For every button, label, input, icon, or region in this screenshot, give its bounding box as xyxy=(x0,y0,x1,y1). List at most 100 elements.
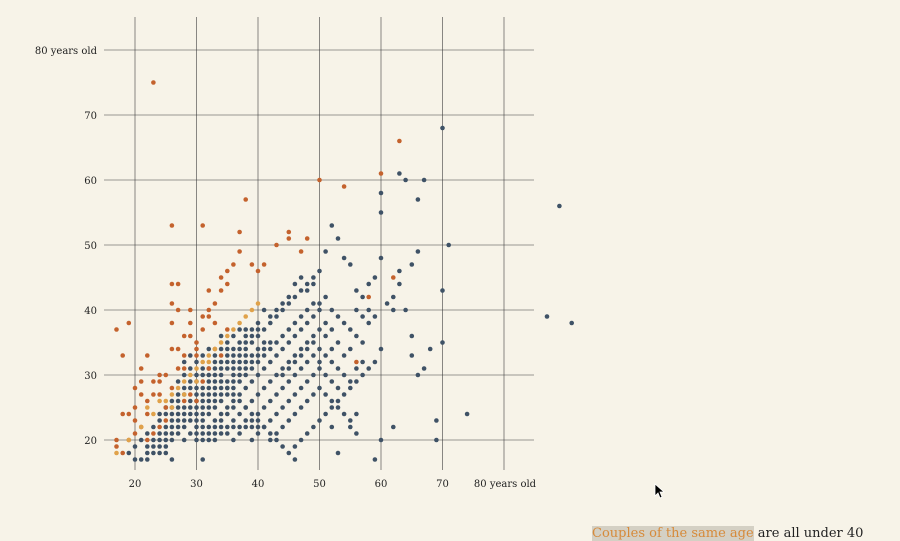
point-older-woman xyxy=(237,340,242,345)
point-older-woman xyxy=(280,333,285,339)
point-older-woman xyxy=(175,418,181,423)
point-older-woman xyxy=(311,424,316,430)
point-older-woman xyxy=(268,320,273,326)
point-older-woman xyxy=(360,340,365,345)
point-older-woman xyxy=(181,359,187,365)
point-older-man xyxy=(212,301,218,306)
point-older-woman xyxy=(298,353,304,358)
point-older-woman xyxy=(132,457,138,462)
caption-highlight[interactable]: Couples of the same age xyxy=(592,526,754,541)
point-older-woman xyxy=(360,314,365,319)
point-older-woman xyxy=(268,398,273,404)
point-older-woman xyxy=(157,418,162,423)
point-older-woman xyxy=(286,327,292,332)
point-older-woman xyxy=(268,346,273,352)
point-older-woman xyxy=(225,424,230,430)
point-older-woman xyxy=(274,314,279,319)
x-tick-label: 50 xyxy=(313,479,326,490)
point-older-woman xyxy=(427,346,433,352)
point-older-man xyxy=(151,431,156,436)
point-older-woman xyxy=(280,372,285,378)
point-older-woman xyxy=(378,210,384,215)
point-older-woman xyxy=(311,275,316,280)
y-tick-label: 50 xyxy=(84,241,97,252)
point-older-woman xyxy=(255,346,261,352)
point-older-woman xyxy=(286,398,292,404)
point-older-man xyxy=(126,320,132,326)
point-older-woman xyxy=(169,418,175,423)
point-older-man xyxy=(341,184,347,189)
y-tick-label: 70 xyxy=(84,111,97,122)
point-same-age xyxy=(218,340,224,345)
point-older-woman xyxy=(354,288,359,293)
point-older-woman xyxy=(354,411,359,417)
point-same-age xyxy=(145,405,150,410)
point-older-man xyxy=(181,398,187,404)
point-older-woman xyxy=(329,223,335,228)
point-older-woman xyxy=(354,333,359,339)
point-older-woman xyxy=(341,411,347,417)
point-older-woman xyxy=(243,418,248,423)
point-older-woman xyxy=(311,333,316,339)
point-older-man xyxy=(194,340,199,345)
point-older-woman xyxy=(268,379,273,384)
point-older-woman xyxy=(212,418,218,423)
point-same-age xyxy=(188,372,193,378)
point-older-woman xyxy=(188,418,193,423)
point-older-woman xyxy=(286,294,292,300)
point-older-woman xyxy=(354,379,359,384)
point-older-woman xyxy=(249,398,255,404)
point-older-woman xyxy=(138,437,144,443)
point-older-woman xyxy=(255,372,261,378)
point-older-woman xyxy=(218,385,224,391)
point-older-man xyxy=(274,242,279,248)
point-older-man xyxy=(157,424,162,430)
point-older-woman xyxy=(348,418,353,423)
point-older-woman xyxy=(354,366,359,371)
point-older-woman xyxy=(286,340,292,345)
point-older-woman xyxy=(200,353,205,358)
point-older-woman xyxy=(255,359,261,365)
point-older-woman xyxy=(261,385,267,391)
point-older-woman xyxy=(218,398,224,404)
point-older-man xyxy=(200,314,205,319)
point-older-woman xyxy=(329,346,335,352)
point-older-man xyxy=(181,366,187,371)
point-older-woman xyxy=(280,405,285,410)
point-older-woman xyxy=(218,333,224,339)
point-older-woman xyxy=(237,424,242,430)
point-older-woman xyxy=(181,405,187,410)
point-older-woman xyxy=(243,405,248,410)
point-same-age xyxy=(206,353,212,358)
point-older-woman xyxy=(212,353,218,358)
point-older-woman xyxy=(225,353,230,358)
point-older-woman xyxy=(237,346,242,352)
point-older-woman xyxy=(384,301,390,306)
point-older-woman xyxy=(335,314,341,319)
point-older-woman xyxy=(212,437,218,443)
point-older-woman xyxy=(317,385,322,391)
point-older-woman xyxy=(188,366,193,371)
point-older-man xyxy=(163,418,169,423)
point-older-woman xyxy=(415,249,421,254)
point-older-woman xyxy=(175,431,181,436)
point-older-woman xyxy=(175,379,181,384)
point-same-age xyxy=(206,359,212,365)
point-older-man xyxy=(169,385,175,391)
point-older-woman xyxy=(323,353,328,358)
point-older-woman xyxy=(212,359,218,365)
point-older-woman xyxy=(292,281,298,287)
point-older-man xyxy=(397,138,402,144)
point-same-age xyxy=(231,327,236,332)
point-same-age xyxy=(194,379,199,384)
point-older-woman xyxy=(311,372,316,378)
point-older-woman xyxy=(145,431,150,436)
point-older-woman xyxy=(188,353,193,358)
point-older-woman xyxy=(243,346,248,352)
point-older-woman xyxy=(206,398,212,404)
point-older-woman xyxy=(218,346,224,352)
point-older-woman xyxy=(243,424,248,430)
point-older-woman xyxy=(292,359,298,365)
point-older-woman xyxy=(304,379,310,384)
point-older-woman xyxy=(188,379,193,384)
